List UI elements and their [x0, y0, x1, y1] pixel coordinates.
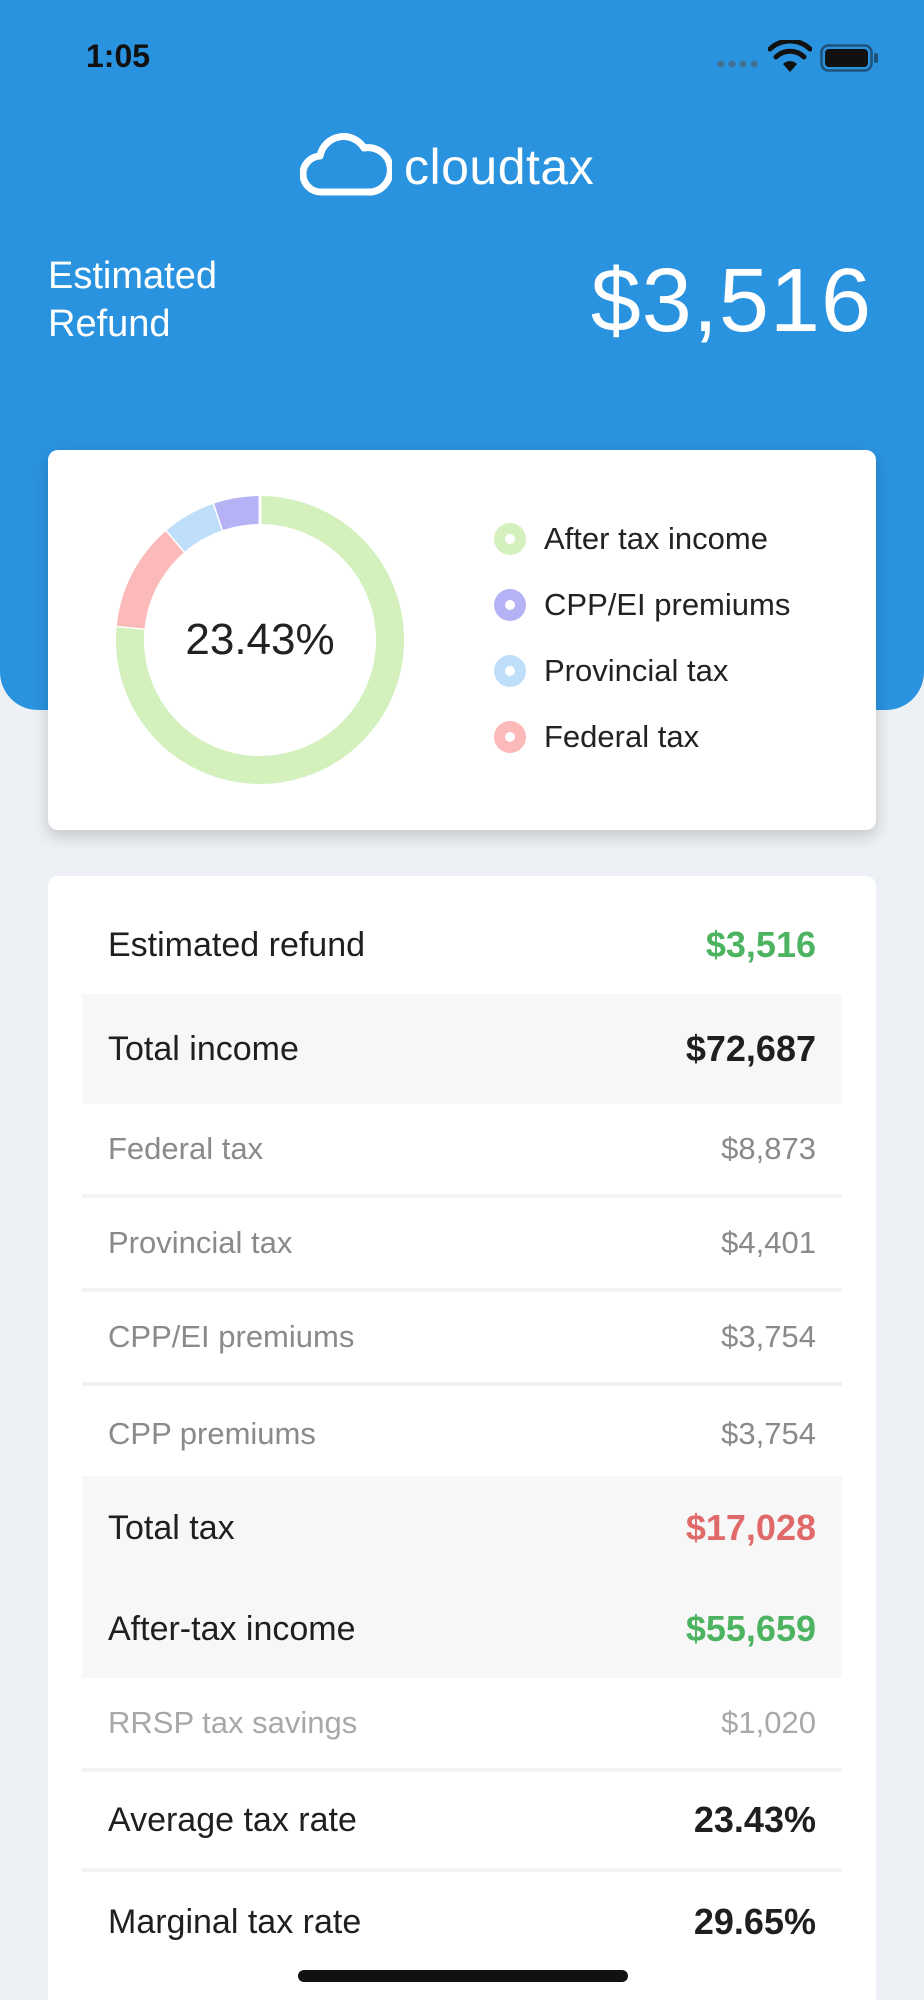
- detail-row-after-tax-income: After-tax income $55,659: [82, 1580, 842, 1678]
- detail-value: $3,754: [721, 1319, 816, 1354]
- donut-slice-federal-tax: [116, 530, 186, 629]
- detail-value: 29.65%: [693, 1901, 816, 1942]
- tax-details-card: Estimated refund $3,516 Total income $72,68…: [48, 876, 876, 2000]
- detail-row-total-tax: Total tax $17,028: [82, 1476, 842, 1580]
- legend-dot-icon: [494, 655, 526, 687]
- detail-row-provincial-tax: Provincial tax $4,401: [82, 1198, 842, 1288]
- battery-icon: [820, 44, 878, 72]
- row-divider: [82, 1288, 842, 1292]
- legend-item: After tax income: [494, 506, 854, 572]
- legend-label: Federal tax: [544, 719, 700, 754]
- status-time: 1:05: [86, 38, 151, 74]
- detail-value: $72,687: [685, 1028, 816, 1069]
- detail-row-total-income: Total income $72,687: [82, 994, 842, 1104]
- legend-dot-icon: [494, 721, 526, 753]
- legend-dot-icon: [494, 589, 526, 621]
- wifi-icon: [768, 40, 812, 72]
- tax-breakdown-chart-card: 23.43% After tax income CPP/EI premiums Pr…: [48, 450, 876, 830]
- legend-item: Provincial tax: [494, 638, 854, 704]
- row-divider: [82, 1768, 842, 1772]
- detail-value: $8,873: [721, 1131, 816, 1166]
- detail-row-cpp-premiums: CPP premiums $3,754: [82, 1386, 842, 1482]
- detail-label: Marginal tax rate: [108, 1902, 362, 1941]
- detail-row-rrsp-tax-savings: RRSP tax savings $1,020: [82, 1678, 842, 1768]
- home-indicator: [298, 1970, 628, 1982]
- detail-label: Provincial tax: [108, 1225, 293, 1260]
- detail-label: Average tax rate: [108, 1800, 357, 1839]
- estimated-refund-label: Estimated Refund: [48, 252, 308, 348]
- brand-name: cloudtax: [404, 139, 595, 195]
- legend-label: CPP/EI premiums: [544, 587, 791, 622]
- detail-label: Total income: [108, 1029, 299, 1068]
- detail-row-federal-tax: Federal tax $8,873: [82, 1104, 842, 1194]
- legend-label: After tax income: [544, 521, 768, 556]
- detail-row-estimated-refund: Estimated refund $3,516: [82, 896, 842, 994]
- refund-label-line: Refund: [48, 303, 171, 345]
- estimated-label-line: Estimated: [48, 255, 217, 297]
- brand-logo: cloudtax: [300, 126, 640, 204]
- chart-legend: After tax income CPP/EI premiums Provincia…: [494, 506, 854, 770]
- cloud-icon: [300, 133, 392, 196]
- row-divider: [82, 1194, 842, 1198]
- legend-label: Provincial tax: [544, 653, 729, 688]
- detail-value: $3,516: [705, 924, 816, 965]
- legend-dot-icon: [494, 523, 526, 555]
- donut-slice-after-tax-income: [116, 496, 404, 784]
- detail-label: After-tax income: [108, 1609, 356, 1648]
- detail-value: $1,020: [721, 1705, 816, 1740]
- detail-row-marginal-tax-rate: Marginal tax rate 29.65%: [82, 1872, 842, 1972]
- detail-value: $4,401: [721, 1225, 816, 1260]
- donut-slice-separator: [212, 502, 225, 532]
- detail-label: CPP/EI premiums: [108, 1319, 355, 1354]
- detail-label: CPP premiums: [108, 1416, 316, 1451]
- detail-value: $3,754: [721, 1416, 816, 1451]
- detail-row-average-tax-rate: Average tax rate 23.43%: [82, 1772, 842, 1868]
- detail-label: Estimated refund: [108, 925, 366, 964]
- detail-row-cpp-ei-premiums: CPP/EI premiums $3,754: [82, 1292, 842, 1382]
- tax-breakdown-donut-chart: [116, 496, 404, 784]
- detail-value: $55,659: [685, 1608, 816, 1649]
- detail-value: 23.43%: [693, 1799, 816, 1840]
- row-divider: [82, 1868, 842, 1872]
- donut-slice-provincial-tax: [166, 503, 224, 552]
- estimated-refund-amount: $3,516: [590, 251, 872, 351]
- legend-item: Federal tax: [494, 704, 854, 770]
- donut-center-label: 23.43%: [185, 615, 335, 664]
- detail-label: RRSP tax savings: [108, 1705, 358, 1740]
- detail-label: Federal tax: [108, 1131, 264, 1166]
- legend-item: CPP/EI premiums: [494, 572, 854, 638]
- row-divider: [82, 1382, 842, 1386]
- status-bar: 1:05: [0, 0, 924, 116]
- detail-label: Total tax: [108, 1508, 235, 1547]
- cellular-signal-icon: [717, 60, 758, 68]
- detail-value: $17,028: [685, 1507, 816, 1548]
